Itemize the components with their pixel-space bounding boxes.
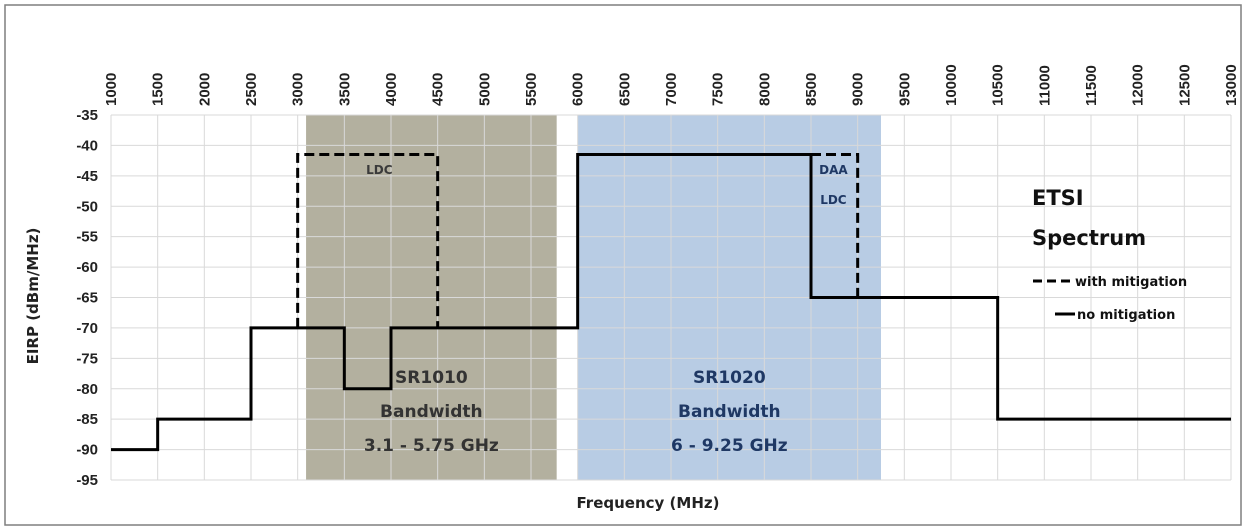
legend-label-with-mitigation: with mitigation: [1075, 275, 1187, 290]
x-tick-label: 6500: [616, 73, 633, 106]
legend-label-no-mitigation: no mitigation: [1077, 308, 1175, 323]
band-label-line: Bandwidth: [678, 402, 781, 422]
legend: ETSI Spectrum with mitigation no mitigat…: [1032, 186, 1187, 323]
y-tick-label: -70: [76, 320, 98, 337]
band-label-line: SR1020: [693, 368, 766, 388]
x-tick-label: 4500: [430, 73, 447, 106]
annotation-ldc: LDC: [366, 163, 393, 177]
series-with-mitigation-line: [811, 153, 860, 298]
x-tick-label: 11000: [1036, 65, 1053, 106]
band-label-line: 6 - 9.25 GHz: [671, 436, 788, 456]
series-with-mitigation-line: [296, 153, 440, 328]
legend-title-line-1: ETSI: [1032, 186, 1084, 210]
y-tick-label: -55: [76, 229, 98, 246]
y-tick-labels: -35 -40 -45 -50 -55 -60 -65 -70 -75 -80 -85 -90 -95: [76, 107, 98, 489]
x-tick-label: 3000: [290, 73, 307, 106]
series-no-mitigation-line: [111, 153, 1231, 452]
x-tick-label: 8500: [803, 73, 820, 106]
x-tick-label: 4000: [383, 73, 400, 106]
series-layer: [111, 153, 1231, 452]
y-tick-label: -45: [76, 168, 98, 185]
legend-title-line-2: Spectrum: [1032, 226, 1146, 250]
x-tick-label: 12500: [1176, 64, 1193, 106]
annotation-ldc: LDC: [820, 193, 847, 207]
band-label-line: SR1010: [395, 368, 468, 388]
y-tick-label: -75: [76, 350, 98, 367]
x-tick-label: 5000: [476, 73, 493, 106]
x-tick-label: 6000: [570, 73, 587, 106]
x-axis-title: Frequency (MHz): [577, 494, 720, 512]
x-tick-label: 7000: [663, 73, 680, 106]
y-tick-label: -85: [76, 411, 98, 428]
x-tick-label: 8000: [756, 73, 773, 106]
annotations: LDC DAA LDC: [366, 163, 848, 207]
y-tick-label: -35: [76, 107, 98, 124]
x-tick-label: 9000: [850, 73, 867, 106]
x-tick-label: 9500: [896, 73, 913, 106]
y-axis-title: EIRP (dBm/MHz): [24, 228, 42, 365]
x-tick-label: 3500: [336, 73, 353, 106]
y-tick-label: -40: [76, 137, 98, 154]
x-tick-label: 7500: [710, 73, 727, 106]
x-tick-label: 5500: [523, 73, 540, 106]
x-tick-label: 1000: [103, 73, 120, 106]
x-tick-label: 13000: [1223, 64, 1240, 106]
x-tick-label: 2000: [196, 73, 213, 106]
band-labels: SR1010 Bandwidth 3.1 - 5.75 GHz SR1020 Bandw…: [364, 368, 788, 456]
y-tick-label: -65: [76, 290, 98, 307]
y-tick-label: -90: [76, 442, 98, 459]
band-label-line: Bandwidth: [380, 402, 483, 422]
grid-layer: [110, 114, 1232, 481]
y-tick-label: -95: [76, 472, 98, 489]
band-label-line: 3.1 - 5.75 GHz: [364, 436, 499, 456]
x-tick-label: 1500: [150, 73, 167, 106]
x-tick-label: 12000: [1130, 64, 1147, 106]
x-tick-label: 2500: [243, 73, 260, 106]
annotation-daa: DAA: [819, 163, 848, 177]
y-tick-label: -60: [76, 259, 98, 276]
y-tick-label: -80: [76, 381, 98, 398]
x-tick-label: 11500: [1083, 65, 1100, 106]
x-tick-labels: 1000 1500 2000 2500 3000 3500 4000 4500 5000 5500…: [103, 64, 1240, 106]
y-tick-label: -50: [76, 198, 98, 215]
x-tick-label: 10500: [990, 64, 1007, 106]
x-tick-label: 10000: [943, 64, 960, 106]
